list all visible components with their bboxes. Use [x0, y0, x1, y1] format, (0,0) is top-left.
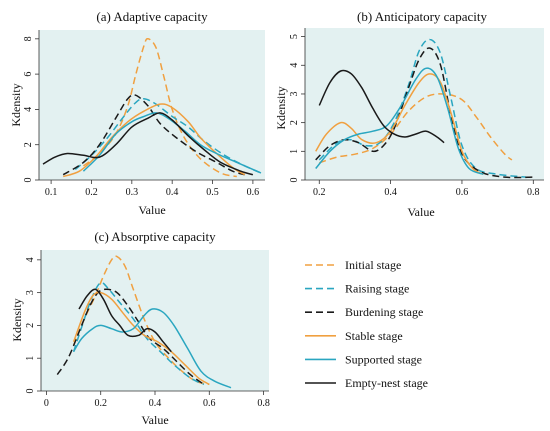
panel-adaptive-capacity: (a) Adaptive capacity 0.1 0.2 0.3 0.4 0.5 0.6… [9, 9, 265, 217]
x-tick-label: 0.8 [527, 187, 540, 198]
legend-label-stable-stage: Stable stage [345, 329, 403, 343]
y-axis-label-c: Kdensity [10, 298, 24, 341]
plot-background-b [305, 28, 544, 180]
y-tick-label: 8 [23, 36, 34, 41]
x-tick-label: 0.4 [149, 398, 162, 409]
y-tick-label: 5 [289, 34, 300, 39]
curves-b [315, 38, 534, 179]
curve-supported-stage [82, 112, 262, 174]
ticks-c: 0 0.2 0.4 0.6 0.8 0 1 2 3 4 [25, 257, 270, 409]
x-tick-label: 0.4 [384, 187, 397, 198]
y-tick-label: 4 [289, 63, 300, 68]
curve-empty-nest-stage [78, 288, 172, 353]
curve-supported-stage [315, 67, 484, 176]
panel-title-b: (b) Anticipatory capacity [357, 9, 487, 24]
curve-burdening-stage [56, 288, 205, 386]
y-tick-label: 2 [23, 142, 34, 147]
y-tick-label: 3 [25, 290, 36, 295]
y-axis-label-a: Kdensity [9, 83, 23, 126]
ticks-a: 0.1 0.2 0.3 0.4 0.5 0.6 0 2 4 6 8 [23, 36, 259, 198]
y-tick-label: 0 [25, 389, 36, 394]
legend-label-burdening-stage: Burdening stage [345, 305, 423, 319]
y-tick-label: 3 [289, 91, 300, 96]
y-tick-label: 1 [289, 149, 300, 154]
y-tick-label: 0 [23, 178, 34, 183]
legend-label-raising-stage: Raising stage [345, 282, 409, 296]
panel-absorptive-capacity: (c) Absorptive capacity 0 0.2 0.4 0.6 0.8 0 1 2… [10, 229, 270, 427]
x-tick-label: 0.6 [203, 398, 216, 409]
x-tick-label: 0.6 [247, 187, 260, 198]
curve-initial-stage [319, 93, 513, 164]
panel-anticipatory-capacity: (b) Anticipatory capacity 0.2 0.4 0.6 0.8 0 1… [274, 9, 544, 219]
x-axis-label-c: Value [141, 413, 168, 427]
x-tick-label: 0.6 [456, 187, 469, 198]
legend-label-initial-stage: Initial stage [345, 258, 401, 272]
y-tick-label: 4 [23, 107, 34, 112]
x-tick-label: 0.2 [313, 187, 326, 198]
curve-empty-nest-stage [318, 69, 445, 144]
y-tick-label: 0 [289, 178, 300, 183]
curve-stable-stage [315, 73, 484, 175]
curve-empty-nest-stage [42, 112, 254, 176]
curve-burdening-stage [315, 47, 534, 179]
y-tick-label: 2 [25, 323, 36, 328]
x-axis-label-b: Value [407, 205, 434, 219]
x-tick-label: 0.2 [85, 187, 98, 198]
x-tick-label: 0.4 [166, 187, 179, 198]
x-tick-label: 0.3 [126, 187, 139, 198]
y-axis-label-b: Kdensity [274, 86, 288, 129]
legend-label-empty-nest-stage: Empty-nest stage [345, 376, 428, 390]
y-tick-label: 1 [25, 356, 36, 361]
panel-title-a: (a) Adaptive capacity [96, 9, 208, 24]
plot-background-a [39, 30, 265, 180]
y-tick-label: 4 [25, 257, 36, 262]
curves-c [56, 255, 232, 389]
curves-a [42, 38, 262, 178]
x-tick-label: 0 [44, 398, 49, 409]
curve-burdening-stage [62, 94, 246, 176]
y-tick-label: 2 [289, 120, 300, 125]
x-tick-label: 0.8 [257, 398, 270, 409]
ticks-b: 0.2 0.4 0.6 0.8 0 1 2 3 4 5 [289, 34, 540, 198]
x-tick-label: 0.5 [206, 187, 219, 198]
curve-stable-stage [72, 291, 210, 386]
x-tick-label: 0.2 [94, 398, 107, 409]
legend-label-supported-stage: Supported stage [345, 352, 422, 366]
curve-supported-stage [72, 308, 232, 389]
curve-raising-stage [74, 97, 262, 174]
y-tick-label: 6 [23, 72, 34, 77]
x-tick-label: 0.1 [45, 187, 58, 198]
plot-background-c [41, 250, 269, 391]
panel-title-c: (c) Absorptive capacity [94, 229, 216, 244]
legend: Initial stage Raising stage Burdening stag… [305, 258, 428, 390]
x-axis-label-a: Value [138, 203, 165, 217]
